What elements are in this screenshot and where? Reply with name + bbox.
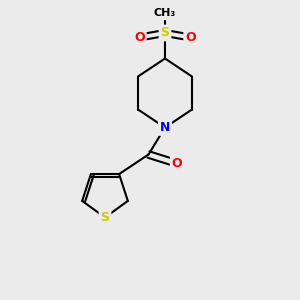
Text: CH₃: CH₃	[154, 8, 176, 19]
Text: S: S	[100, 211, 109, 224]
Text: O: O	[134, 31, 145, 44]
Text: O: O	[185, 31, 196, 44]
Text: O: O	[172, 157, 182, 170]
Text: N: N	[160, 121, 170, 134]
Text: S: S	[160, 26, 169, 40]
